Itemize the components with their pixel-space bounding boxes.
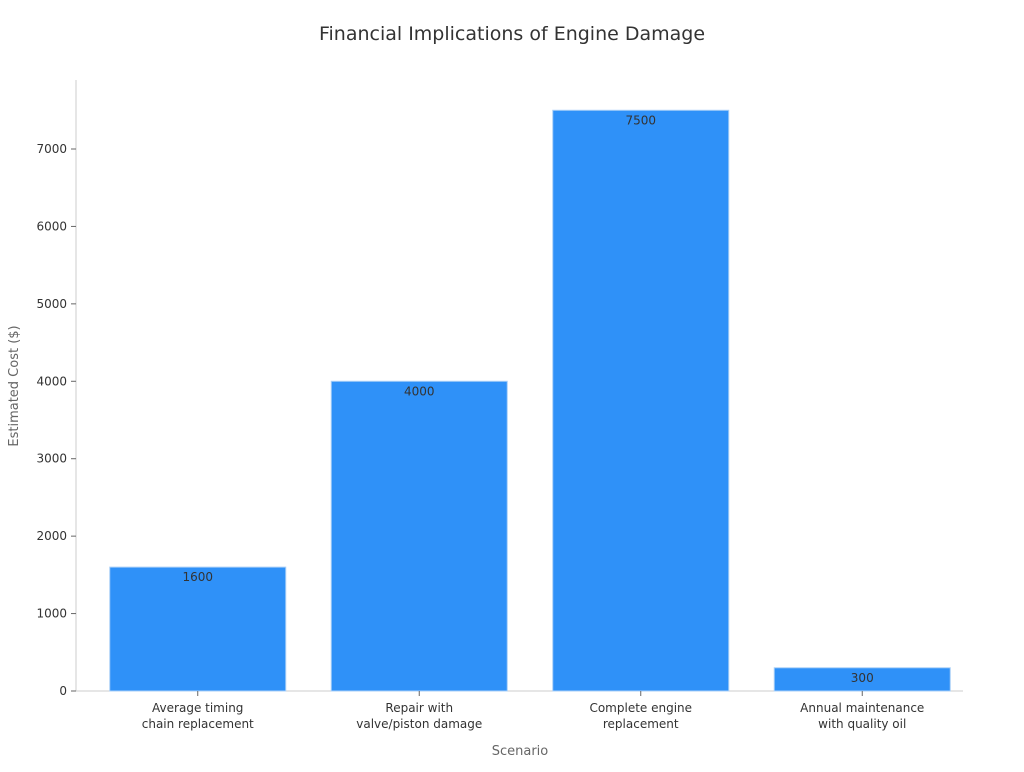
y-tick-label: 5000 [36, 297, 67, 311]
data-label: 4000 [404, 384, 435, 398]
data-label: 7500 [625, 113, 656, 127]
chart-title: Financial Implications of Engine Damage [319, 23, 705, 45]
y-axis-label: Estimated Cost ($) [7, 325, 22, 446]
y-tick-label: 4000 [36, 374, 67, 388]
x-axis-label: Scenario [492, 744, 549, 759]
x-tick-label: Repair with [385, 701, 453, 715]
x-tick-label: Annual maintenance [800, 701, 924, 715]
bar [330, 380, 508, 692]
y-tick-label: 1000 [36, 607, 67, 621]
x-tick-label: Complete engine [589, 701, 692, 715]
y-tick-label: 2000 [36, 529, 67, 543]
x-tick-label: Average timing [152, 701, 243, 715]
x-tick-label: valve/piston damage [356, 717, 482, 731]
x-tick-label: with quality oil [818, 717, 906, 731]
data-label: 300 [851, 671, 874, 685]
data-label: 1600 [182, 570, 213, 584]
y-tick-label: 6000 [36, 219, 67, 233]
x-tick-label: replacement [603, 717, 679, 731]
y-tick-label: 0 [59, 684, 67, 698]
x-tick-label: chain replacement [142, 717, 254, 731]
bar [109, 566, 287, 692]
y-tick-label: 7000 [36, 142, 67, 156]
bar [552, 109, 730, 692]
y-tick-label: 3000 [36, 452, 67, 466]
